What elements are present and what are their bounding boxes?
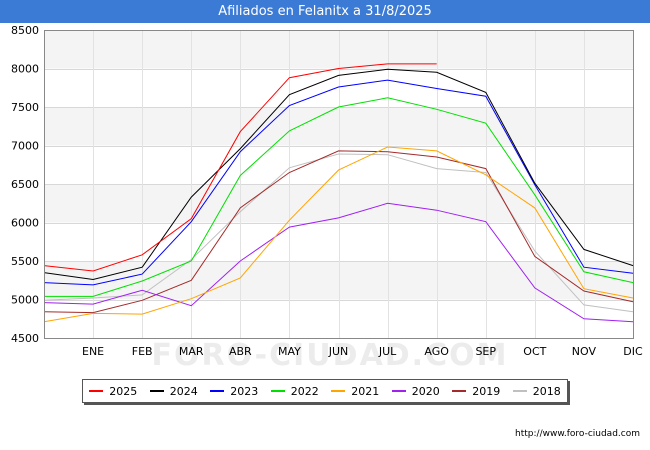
legend-swatch xyxy=(512,390,527,392)
legend-item-2019: 2019 xyxy=(452,385,500,398)
legend-label: 2022 xyxy=(290,384,319,398)
series-line-2021 xyxy=(43,146,634,323)
source-url[interactable]: http://www.foro-ciudad.com xyxy=(515,429,640,439)
y-tick-label: 8000 xyxy=(11,63,39,76)
series-line-2025 xyxy=(43,63,437,272)
x-tick-label: OCT xyxy=(523,345,546,358)
legend-label: 2023 xyxy=(230,384,259,398)
x-tick-label: DIC xyxy=(623,345,643,358)
x-tick-label: JUN xyxy=(328,345,349,358)
legend-swatch xyxy=(452,390,467,392)
chart-title: Afiliados en Felanitx a 31/8/2025 xyxy=(0,0,650,23)
y-tick-label: 4500 xyxy=(11,332,39,345)
legend-swatch xyxy=(391,390,406,392)
legend-swatch xyxy=(270,390,285,392)
y-tick-label: 7000 xyxy=(11,140,39,153)
legend-item-2024: 2024 xyxy=(149,384,198,398)
legend-item-2020: 2020 xyxy=(391,384,440,398)
legend-item-2025: 2025 xyxy=(89,385,137,398)
plot-band xyxy=(44,107,633,146)
legend-label: 2021 xyxy=(351,384,380,398)
x-tick-label: FEB xyxy=(132,345,153,358)
legend-item-2022: 2022 xyxy=(270,384,319,398)
y-tick-label: 6000 xyxy=(11,217,39,230)
legend-item-2021: 2021 xyxy=(331,385,379,398)
x-tick-label: NOV xyxy=(572,345,597,358)
y-tick-label: 5500 xyxy=(11,255,39,268)
legend-label: 2025 xyxy=(109,384,138,398)
x-tick-label: JUL xyxy=(378,345,397,358)
x-tick-label: MAR xyxy=(179,345,204,358)
series-line-2019 xyxy=(43,150,634,314)
legend-swatch xyxy=(149,390,164,392)
grid xyxy=(44,30,633,339)
legend-label: 2024 xyxy=(169,384,198,398)
legend-item-2018: 2018 xyxy=(512,384,561,398)
legend-swatch xyxy=(89,390,104,392)
plot-frame xyxy=(44,30,634,339)
x-tick-label: SEP xyxy=(475,345,496,358)
y-tick-label: 7500 xyxy=(11,101,39,114)
legend-item-2023: 2023 xyxy=(210,385,258,398)
legend-swatch xyxy=(210,390,225,392)
y-tick-label: 8500 xyxy=(11,24,39,37)
plot-band xyxy=(44,184,633,223)
y-axis: 4500 5000 5500 6000 6500 7000 7500 8000 8500 xyxy=(11,24,39,345)
series-line-2018 xyxy=(43,153,634,313)
series-line-2020 xyxy=(43,202,634,323)
legend-label: 2018 xyxy=(532,384,561,398)
y-tick-label: 5000 xyxy=(11,294,39,307)
series-line-2022 xyxy=(44,97,634,297)
plot-bands xyxy=(44,30,633,300)
x-tick-label: ENE xyxy=(82,345,104,358)
x-tick-label: AGO xyxy=(424,345,449,358)
y-tick-label: 6500 xyxy=(11,178,39,191)
legend-label: 2019 xyxy=(472,384,501,398)
legend: 2025 2024 2023 2022 2021 2020 2019 2018 xyxy=(82,379,568,403)
x-tick-label: ABR xyxy=(229,345,252,358)
series-lines xyxy=(43,63,634,323)
x-tick-label: MAY xyxy=(278,345,301,358)
legend-swatch xyxy=(331,390,346,392)
x-axis: ENE FEB MAR ABR MAY JUN JUL AGO SEP OCT NOV DIC xyxy=(82,345,643,358)
series-line-2023 xyxy=(43,79,634,286)
series-line-2024 xyxy=(43,68,634,281)
plot-band xyxy=(44,30,633,69)
legend-label: 2020 xyxy=(411,384,440,398)
watermark: FORO-CIUDAD.COM xyxy=(152,338,509,373)
